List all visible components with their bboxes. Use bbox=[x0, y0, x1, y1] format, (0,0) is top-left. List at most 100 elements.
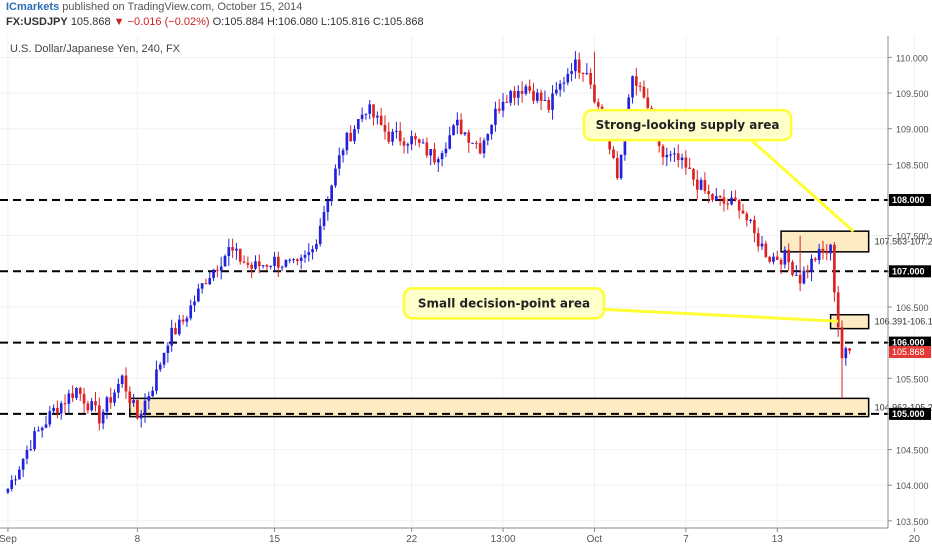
current-price-tag bbox=[889, 346, 931, 359]
candle-body bbox=[296, 259, 299, 262]
candle-body bbox=[322, 212, 326, 226]
open-value: O:105.884 bbox=[212, 16, 264, 28]
price-tick-label: 109.000 bbox=[896, 125, 929, 135]
candle-body bbox=[501, 101, 505, 111]
change-value: −0.016 (−0.02%) bbox=[127, 16, 210, 28]
candle-body bbox=[585, 73, 589, 75]
candle-body bbox=[779, 259, 783, 265]
candle-body bbox=[67, 393, 71, 404]
candle-body bbox=[497, 108, 501, 111]
candle-body bbox=[676, 153, 680, 161]
candle-body bbox=[37, 430, 40, 432]
candle-body bbox=[760, 243, 764, 247]
candle-body bbox=[17, 469, 21, 480]
candle-body bbox=[410, 136, 413, 145]
candle-body bbox=[63, 403, 67, 405]
candle-body bbox=[794, 274, 798, 276]
candle-body bbox=[341, 150, 345, 156]
price-chart[interactable]: 107.563-107.273 106.391-106.196 104.962-10… bbox=[0, 36, 932, 550]
candle-body bbox=[535, 92, 539, 101]
candle-body bbox=[326, 200, 330, 213]
candle-body bbox=[334, 168, 337, 186]
candle-body bbox=[417, 139, 421, 143]
candle-body bbox=[524, 86, 528, 94]
candle-body bbox=[48, 411, 52, 425]
price-axis[interactable]: 103.500 104.000 104.500 105.000 105.500 106.0… bbox=[888, 53, 931, 527]
candle-body bbox=[543, 99, 547, 101]
time-tick-label: Oct bbox=[587, 534, 603, 545]
candle-body bbox=[204, 283, 208, 285]
candle-body bbox=[158, 364, 162, 370]
candle-body bbox=[185, 318, 189, 322]
candle-body bbox=[280, 266, 284, 268]
candle-body bbox=[162, 352, 166, 365]
close-value: C:105.868 bbox=[372, 16, 424, 28]
candle-body bbox=[120, 375, 124, 385]
candle-body bbox=[509, 91, 512, 103]
chart-frame[interactable]: 107.563-107.273 106.391-106.196 104.962-10… bbox=[0, 36, 932, 550]
callout-box bbox=[402, 287, 606, 320]
candle-body bbox=[94, 401, 97, 406]
candle-body bbox=[59, 403, 63, 414]
candle-body bbox=[528, 86, 532, 91]
candle-body bbox=[421, 142, 425, 144]
candle-body bbox=[562, 82, 566, 84]
candle-body bbox=[467, 132, 471, 143]
candle-body bbox=[455, 119, 459, 126]
candle-body bbox=[238, 248, 242, 262]
candle-body bbox=[288, 259, 292, 261]
candle-body bbox=[471, 142, 474, 144]
candle-body bbox=[315, 244, 318, 250]
candle-body bbox=[486, 134, 490, 141]
candle-body bbox=[235, 248, 238, 251]
candle-body bbox=[619, 154, 623, 179]
candle-body bbox=[753, 219, 756, 234]
candle-body bbox=[246, 262, 250, 265]
candle-body bbox=[635, 76, 638, 86]
candle-body bbox=[730, 197, 733, 205]
candle-body bbox=[836, 292, 840, 328]
candle-body bbox=[383, 124, 387, 132]
candle-body bbox=[802, 270, 806, 284]
candle-body bbox=[829, 244, 832, 254]
candle-body bbox=[44, 424, 48, 428]
candle-body bbox=[806, 270, 810, 272]
high-value: H:106.080 bbox=[267, 16, 318, 28]
candle-body bbox=[402, 141, 406, 146]
candle-body bbox=[284, 259, 288, 267]
change-arrow: ▼ bbox=[113, 16, 125, 28]
candle-body bbox=[612, 149, 615, 158]
candle-body bbox=[318, 225, 322, 245]
candle-body bbox=[265, 265, 269, 267]
candle-body bbox=[638, 85, 642, 87]
publisher-link[interactable]: ICmarkets bbox=[6, 1, 60, 13]
time-tick-label: 20 bbox=[909, 534, 921, 545]
candle-body bbox=[490, 124, 493, 135]
candle-body bbox=[109, 397, 113, 403]
candle-body bbox=[82, 393, 86, 404]
candle-body bbox=[330, 185, 333, 201]
candle-body bbox=[768, 256, 771, 262]
candle-body bbox=[212, 269, 215, 279]
candle-body bbox=[444, 148, 448, 154]
candle-body bbox=[139, 413, 143, 419]
time-tick-label: 13 bbox=[772, 534, 784, 545]
candle-body bbox=[14, 479, 17, 481]
candle-body bbox=[734, 197, 737, 201]
candle-body bbox=[376, 115, 379, 118]
candle-body bbox=[269, 265, 273, 267]
callout-text: Strong-looking supply area bbox=[596, 118, 780, 132]
candle-body bbox=[406, 144, 410, 146]
zone-box bbox=[780, 230, 870, 253]
level-tag-label: 106.000 bbox=[892, 338, 925, 348]
publish-header: ICmarkets published on TradingView.com, … bbox=[0, 0, 932, 15]
candle-body bbox=[56, 407, 59, 414]
candle-body bbox=[52, 407, 55, 412]
candle-body bbox=[566, 73, 570, 83]
candle-body bbox=[200, 283, 204, 289]
symbol-label[interactable]: FX:USDJPY bbox=[6, 16, 68, 28]
candle-body bbox=[798, 274, 802, 284]
candle-body bbox=[749, 219, 752, 221]
candle-body bbox=[615, 157, 619, 179]
